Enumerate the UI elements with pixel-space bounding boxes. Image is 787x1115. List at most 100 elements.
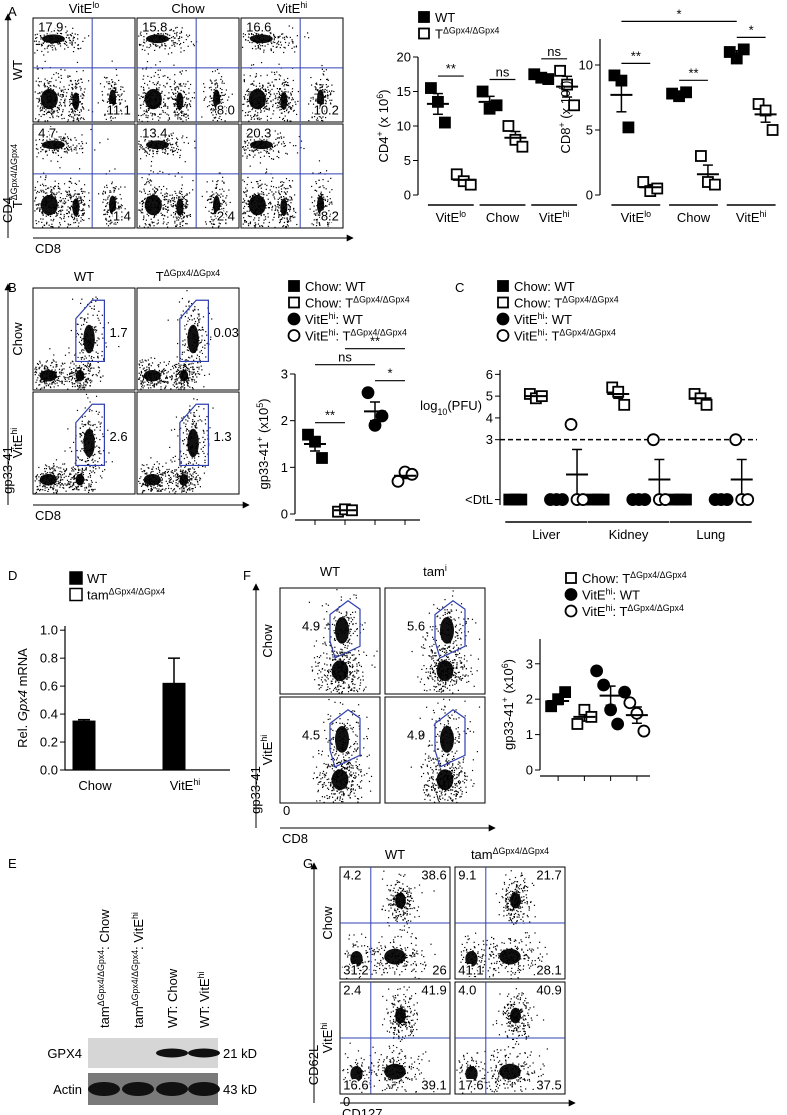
event-dot <box>119 103 121 105</box>
event-dot <box>95 351 97 353</box>
event-dot <box>260 40 262 42</box>
event-dot <box>187 360 189 362</box>
event-dot <box>118 94 120 96</box>
event-dot <box>81 97 83 99</box>
event-dot <box>242 201 244 203</box>
event-dot <box>158 373 161 375</box>
event-dot <box>184 161 186 163</box>
event-dot <box>87 317 89 319</box>
event-dot <box>67 145 69 147</box>
event-dot <box>289 120 291 122</box>
event-dot <box>216 92 218 94</box>
event-dot <box>316 205 318 207</box>
event-dot <box>185 223 187 225</box>
event-dot <box>51 99 53 101</box>
event-dot <box>82 190 84 193</box>
event-dot <box>81 367 83 369</box>
event-dot <box>263 104 265 106</box>
event-dot <box>273 212 276 214</box>
event-dot <box>185 105 187 107</box>
event-dot <box>169 37 171 39</box>
event-dot <box>260 145 262 147</box>
event-dot <box>76 145 78 147</box>
event-dot <box>97 361 99 363</box>
event-dot <box>145 360 147 362</box>
event-dot <box>174 115 176 117</box>
event-dot <box>56 363 58 366</box>
event-dot <box>144 140 146 142</box>
event-dot <box>166 198 168 201</box>
event-dot <box>163 37 165 39</box>
event-dot <box>49 375 51 377</box>
event-dot <box>43 386 45 388</box>
event-dot <box>220 203 222 205</box>
event-dot <box>109 223 111 225</box>
event-dot <box>150 92 152 94</box>
event-dot <box>141 384 144 386</box>
event-dot <box>259 205 261 207</box>
event-dot <box>194 351 196 354</box>
event-dot <box>190 83 192 86</box>
event-dot <box>145 109 148 111</box>
event-dot <box>182 369 184 371</box>
event-dot <box>274 226 276 229</box>
event-dot <box>81 219 84 221</box>
event-dot <box>80 388 82 390</box>
event-dot <box>280 112 282 114</box>
event-dot <box>153 374 155 376</box>
event-dot <box>81 106 84 108</box>
event-dot <box>211 318 213 320</box>
event-dot <box>150 382 152 384</box>
event-dot <box>65 151 67 153</box>
event-dot <box>145 116 147 118</box>
event-dot <box>44 368 46 370</box>
event-dot <box>106 101 108 103</box>
event-dot <box>83 91 85 93</box>
event-dot <box>315 87 317 89</box>
event-dot <box>42 204 45 206</box>
event-dot <box>331 84 333 86</box>
event-dot <box>210 112 213 114</box>
event-dot <box>65 146 68 148</box>
event-dot <box>196 324 199 326</box>
event-dot <box>80 217 82 219</box>
event-dot <box>175 207 177 209</box>
event-dot <box>215 111 217 113</box>
event-dot <box>284 198 286 200</box>
event-dot <box>329 102 332 104</box>
event-dot <box>160 374 162 376</box>
event-dot <box>86 378 88 380</box>
event-dot <box>251 204 253 206</box>
event-dot <box>283 46 285 48</box>
event-dot <box>55 215 57 217</box>
event-dot <box>275 97 277 99</box>
event-dot <box>45 385 47 387</box>
event-dot <box>187 36 189 38</box>
event-dot <box>209 95 211 97</box>
event-dot <box>180 47 182 49</box>
event-dot <box>217 209 219 211</box>
event-dot <box>258 152 260 154</box>
event-dot <box>287 221 289 224</box>
event-dot <box>216 219 219 221</box>
event-dot <box>284 210 286 212</box>
event-dot <box>194 342 197 344</box>
event-dot <box>102 337 104 339</box>
event-dot <box>59 209 61 212</box>
event-dot <box>39 209 41 211</box>
event-dot <box>179 205 181 207</box>
event-dot <box>113 206 115 208</box>
event-dot <box>153 146 156 149</box>
event-dot <box>121 211 123 213</box>
event-dot <box>257 108 259 110</box>
event-dot <box>108 81 110 83</box>
event-dot <box>54 138 56 140</box>
event-dot <box>283 191 286 193</box>
event-dot <box>214 80 216 82</box>
event-dot <box>177 86 179 88</box>
event-dot <box>49 31 51 34</box>
event-dot <box>66 147 69 150</box>
event-dot <box>283 79 285 81</box>
event-dot <box>114 196 116 198</box>
event-dot <box>263 155 265 157</box>
